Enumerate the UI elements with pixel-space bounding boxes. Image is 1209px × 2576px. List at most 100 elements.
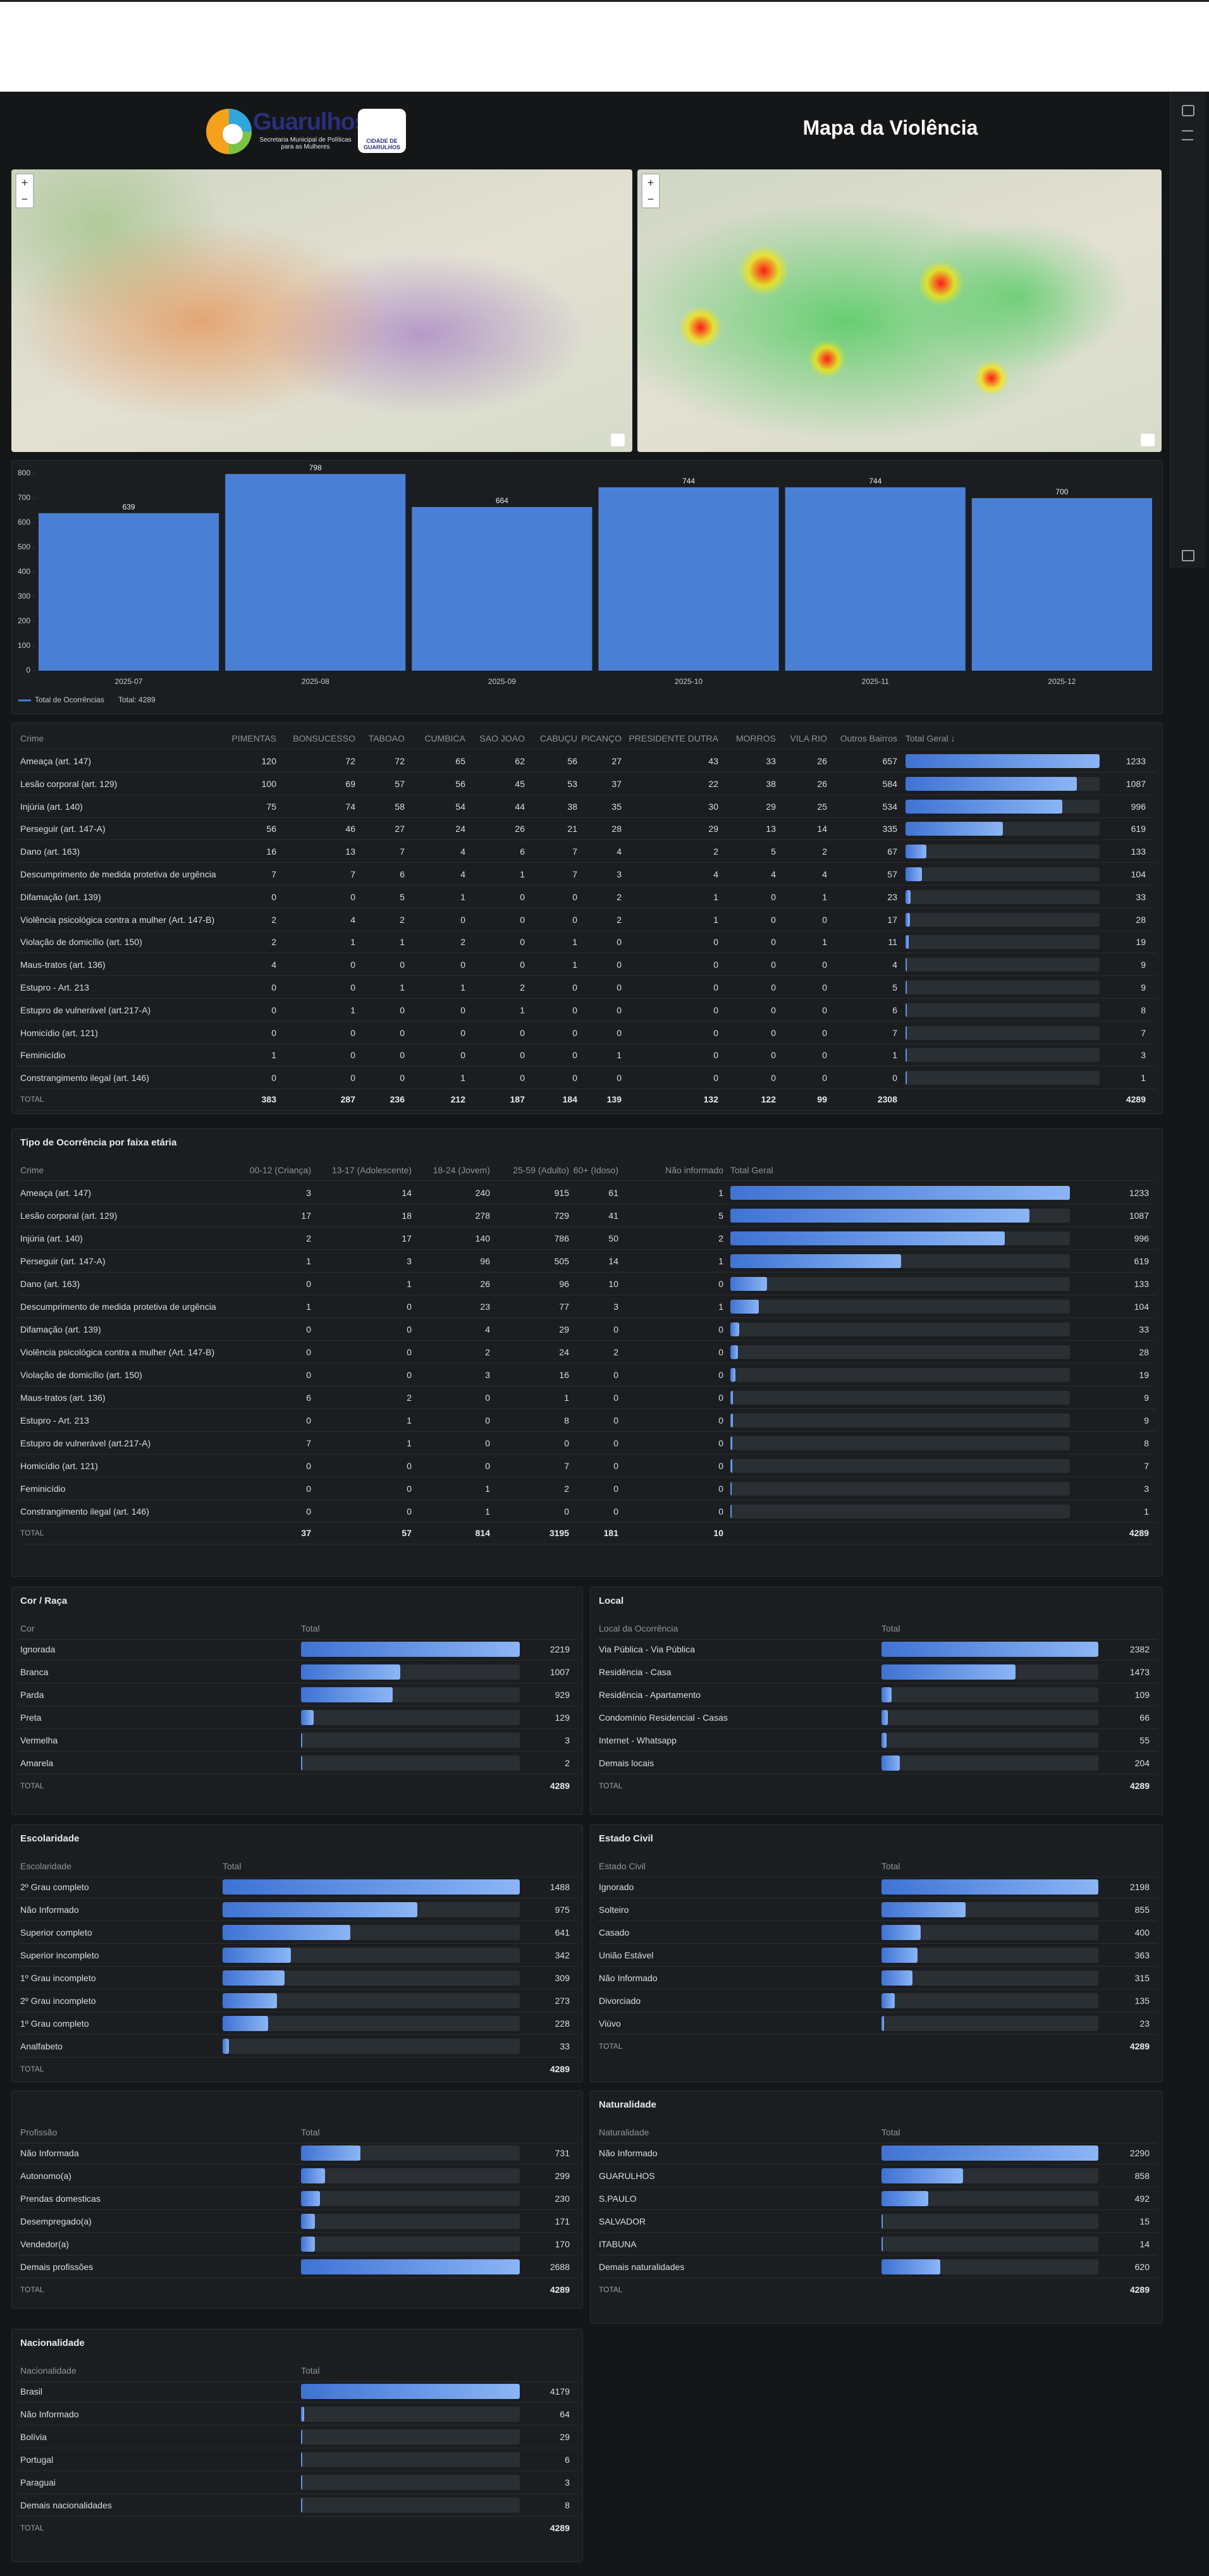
- row-total: 33: [1136, 891, 1146, 902]
- bar: [223, 1948, 292, 1963]
- cell-value: 0: [613, 1438, 618, 1448]
- row-label: Não Informado: [20, 1905, 79, 1915]
- cell-value: 5: [771, 846, 776, 857]
- row-label: Amarela: [20, 1758, 54, 1768]
- cell-value: 0: [617, 937, 622, 948]
- bar-track: [905, 822, 1100, 836]
- row-label: 1º Grau completo: [20, 2018, 89, 2029]
- table-panel: Tipo de Ocorrência por faixa etária Crime…: [11, 1128, 1163, 1577]
- cell-value: 657: [882, 756, 897, 766]
- bar: [785, 487, 966, 671]
- column-header: 25-59 (Adulto): [513, 1165, 569, 1175]
- bar-track: [881, 2259, 1098, 2274]
- cell-value: 1: [718, 1256, 723, 1266]
- cell-value: 14: [608, 1256, 618, 1266]
- attribution[interactable]: [611, 434, 625, 446]
- cell-value: 26: [515, 824, 525, 834]
- row-value: 299: [555, 2171, 570, 2181]
- bar: [301, 2475, 302, 2490]
- cell-value: 1: [407, 1415, 412, 1425]
- cell-value: 7: [572, 869, 577, 879]
- cell-value: 1: [407, 1279, 412, 1289]
- cell-value: 37: [301, 1528, 311, 1538]
- cell-value: 0: [572, 914, 577, 925]
- x-tick-label: 2025-11: [862, 677, 889, 686]
- zoom-out[interactable]: −: [21, 193, 28, 205]
- total-value: 4289: [549, 2523, 570, 2533]
- cell-value: 10: [713, 1528, 723, 1538]
- row-label: ITABUNA: [599, 2239, 637, 2249]
- column-header: CABUÇU: [539, 733, 577, 743]
- cell-value: 50: [608, 1233, 618, 1243]
- total-value: 4289: [1129, 2041, 1150, 2051]
- row-label: Violência psicológica contra a mulher (A…: [20, 1347, 215, 1357]
- bar-track: [301, 1755, 520, 1771]
- row-label: Violação de domicílio (art. 150): [20, 1370, 142, 1380]
- cell-value: 0: [718, 1415, 723, 1425]
- row-total: 8: [1141, 1004, 1146, 1015]
- cell-value: 5: [718, 1211, 723, 1221]
- row-label: Demais naturalidades: [599, 2262, 685, 2272]
- cell-value: 41: [608, 1211, 618, 1221]
- bar-track: [730, 1300, 1070, 1314]
- bar: [301, 1642, 520, 1657]
- bar: [301, 2452, 302, 2467]
- column-header: CUMBICA: [424, 733, 465, 743]
- cell-value: 13: [766, 824, 776, 834]
- bar-track: [905, 867, 1100, 881]
- sidebar-icon[interactable]: [1182, 550, 1194, 561]
- cell-value: 77: [559, 1302, 569, 1312]
- row-total: 7: [1144, 1461, 1149, 1471]
- map-heatmap[interactable]: + −: [637, 169, 1162, 452]
- row-value: 975: [555, 1905, 570, 1915]
- cell-value: 7: [572, 846, 577, 857]
- row-separator: [18, 1966, 577, 1967]
- bar-track: [905, 958, 1100, 972]
- bar-track: [301, 1733, 520, 1748]
- map-markers[interactable]: + −: [11, 169, 632, 452]
- attribution[interactable]: [1141, 434, 1155, 446]
- bar-track: [730, 1505, 1070, 1518]
- row-label: GUARULHOS: [599, 2171, 655, 2181]
- cell-value: 38: [766, 778, 776, 789]
- zoom-in[interactable]: +: [21, 176, 28, 189]
- cell-value: 0: [306, 1484, 311, 1494]
- row-total: 133: [1134, 1279, 1149, 1289]
- cell-value: 0: [400, 1050, 405, 1061]
- row-value: 170: [555, 2239, 570, 2249]
- bar-track: [301, 1664, 520, 1680]
- bar: [905, 845, 927, 859]
- row-label: Perseguir (art. 147-A): [20, 1256, 106, 1266]
- bar-track: [301, 2407, 520, 2422]
- row-value: 1007: [549, 1667, 570, 1677]
- cell-value: 0: [460, 1027, 465, 1038]
- cell-value: 56: [455, 778, 465, 789]
- cell-value: 57: [887, 869, 897, 879]
- bar: [905, 958, 907, 972]
- row-label: Casado: [599, 1927, 630, 1938]
- row-separator: [597, 2034, 1157, 2035]
- header-separator: [18, 2381, 577, 2382]
- row-label: Autonomo(a): [20, 2171, 71, 2181]
- zoom-in[interactable]: +: [647, 176, 654, 189]
- sidebar-icon[interactable]: [1182, 105, 1194, 116]
- header-separator: [18, 1639, 577, 1640]
- bar-track: [301, 2214, 520, 2229]
- bar-track: [301, 2259, 520, 2274]
- bar: [881, 1925, 921, 1940]
- bar-track: [730, 1391, 1070, 1405]
- cell-value: 21: [567, 824, 577, 834]
- bar-track: [881, 1642, 1098, 1657]
- bar: [905, 980, 907, 994]
- cell-value: 27: [611, 756, 622, 766]
- bar-track: [301, 2475, 520, 2490]
- row-separator: [18, 885, 1156, 886]
- sidebar-icon[interactable]: [1182, 130, 1193, 140]
- cell-value: 3: [485, 1370, 490, 1380]
- zoom-out[interactable]: −: [647, 193, 654, 205]
- row-separator: [18, 1408, 1156, 1409]
- cell-value: 0: [617, 1004, 622, 1015]
- cell-value: 1: [485, 1484, 490, 1494]
- bar-track: [881, 1970, 1098, 1986]
- row-separator: [18, 975, 1156, 977]
